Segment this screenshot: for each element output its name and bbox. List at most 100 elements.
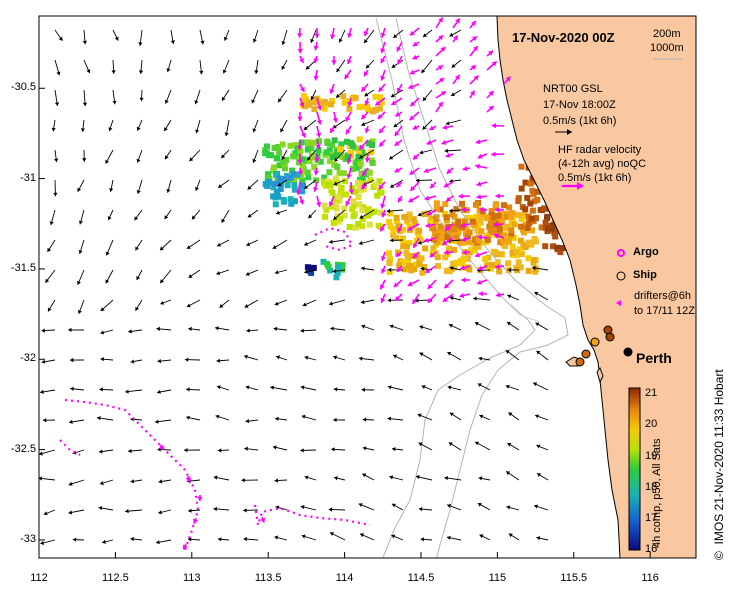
sst-pixel xyxy=(276,175,283,182)
wind-arrow xyxy=(450,89,462,97)
sst-pixel xyxy=(482,256,489,262)
radar-arrow xyxy=(479,207,488,213)
sst-pixel xyxy=(321,178,327,185)
radar-arrow xyxy=(426,209,437,216)
radar-arrow xyxy=(491,123,505,129)
sst-pixel xyxy=(359,216,366,223)
sst-pixel xyxy=(287,196,294,203)
x-tick-label: 114 xyxy=(335,572,354,584)
sst-pixel xyxy=(492,249,499,256)
sst-pixel xyxy=(364,103,371,110)
sst-pixel xyxy=(508,227,515,234)
sst-pixel xyxy=(356,182,363,189)
sst-pixel xyxy=(542,219,549,226)
wind-arrow xyxy=(449,266,462,271)
radar-arrow xyxy=(378,139,386,148)
wind-arrow xyxy=(54,149,59,163)
radar-arrow xyxy=(474,251,488,258)
wind-arrow xyxy=(389,238,404,243)
wind-arrow xyxy=(536,350,549,361)
radar-arrow xyxy=(358,139,369,151)
radar-arrow xyxy=(469,90,476,99)
wind-arrow xyxy=(386,208,404,214)
radar-arrow xyxy=(364,97,370,106)
radar-arrow xyxy=(429,251,437,258)
wind-arrow xyxy=(387,385,404,391)
sst-pixel xyxy=(282,165,288,172)
wind-arrow xyxy=(474,441,491,451)
wind-arrow xyxy=(69,357,85,363)
sst-pixel xyxy=(503,213,510,220)
wind-arrow xyxy=(82,89,88,107)
wind-arrow xyxy=(360,299,375,305)
radar-arrow xyxy=(461,236,471,242)
sst-pixel xyxy=(518,216,525,223)
plot-frame xyxy=(38,15,697,559)
wind-arrow xyxy=(391,534,404,541)
sst-pixel xyxy=(508,230,515,237)
wind-arrow xyxy=(157,447,172,452)
sst-pixel xyxy=(284,182,291,189)
sst-pixel xyxy=(432,219,439,226)
sst-pixel xyxy=(416,261,423,268)
sst-pixel xyxy=(337,215,344,222)
radar-arrow xyxy=(328,195,335,207)
sst-pixel xyxy=(470,239,477,246)
sst-pixel xyxy=(526,220,533,227)
sst-pixel xyxy=(516,246,523,253)
sst-pixel xyxy=(497,239,504,246)
sst-pixel xyxy=(349,206,356,213)
radar-arrow xyxy=(412,237,420,249)
wind-arrow xyxy=(215,414,230,421)
sst-pixel xyxy=(488,208,495,215)
sst-pixel xyxy=(375,222,382,229)
sst-pixel xyxy=(291,198,298,205)
sst-pixel xyxy=(387,223,394,230)
wind-arrow xyxy=(302,299,317,307)
sst-pixel xyxy=(320,100,327,107)
radar-arrow xyxy=(364,125,370,134)
drifter-arrow xyxy=(197,494,203,502)
wind-arrow xyxy=(358,239,375,246)
wind-arrow xyxy=(421,59,433,74)
sst-pixel xyxy=(352,188,359,195)
radar-arrow xyxy=(299,83,306,93)
drifter-track xyxy=(64,398,200,551)
sst-pixel xyxy=(485,254,492,261)
wind-arrow xyxy=(446,504,462,511)
wind-arrow xyxy=(125,509,143,514)
radar-arrow xyxy=(478,291,488,297)
radar-arrow xyxy=(316,195,322,207)
wind-arrow xyxy=(112,89,117,105)
wind-arrow xyxy=(78,209,85,225)
sst-pixel xyxy=(529,187,536,194)
sst-pixel xyxy=(408,265,415,272)
sst-pixel xyxy=(280,196,287,203)
radar-arrow xyxy=(347,27,353,38)
sst-pixel xyxy=(330,219,337,226)
sst-pixel xyxy=(349,166,356,172)
sst-pixel xyxy=(530,191,537,198)
radar-arrow xyxy=(378,181,386,190)
wind-arrow xyxy=(216,385,230,391)
radar-arrow xyxy=(429,125,437,131)
x-tick-label: 115 xyxy=(488,572,507,584)
sst-pixel xyxy=(401,266,408,273)
sst-pixel xyxy=(288,200,295,207)
radar-arrow xyxy=(393,279,403,288)
wind-arrow xyxy=(80,119,86,132)
wind-arrow xyxy=(72,537,85,542)
sst-pixel xyxy=(275,144,281,150)
sst-pixel xyxy=(310,139,317,146)
sst-pixel xyxy=(417,236,424,243)
sst-pixel xyxy=(290,153,297,160)
sst-pixel xyxy=(291,182,298,189)
wind-arrow xyxy=(418,442,433,451)
sst-pixel xyxy=(453,235,460,242)
sst-pixel xyxy=(466,229,473,236)
wind-arrow xyxy=(304,239,317,246)
wind-arrow xyxy=(243,508,259,513)
sst-pixel xyxy=(529,207,536,214)
wind-arrow xyxy=(449,29,462,37)
wind-arrow xyxy=(477,502,491,511)
